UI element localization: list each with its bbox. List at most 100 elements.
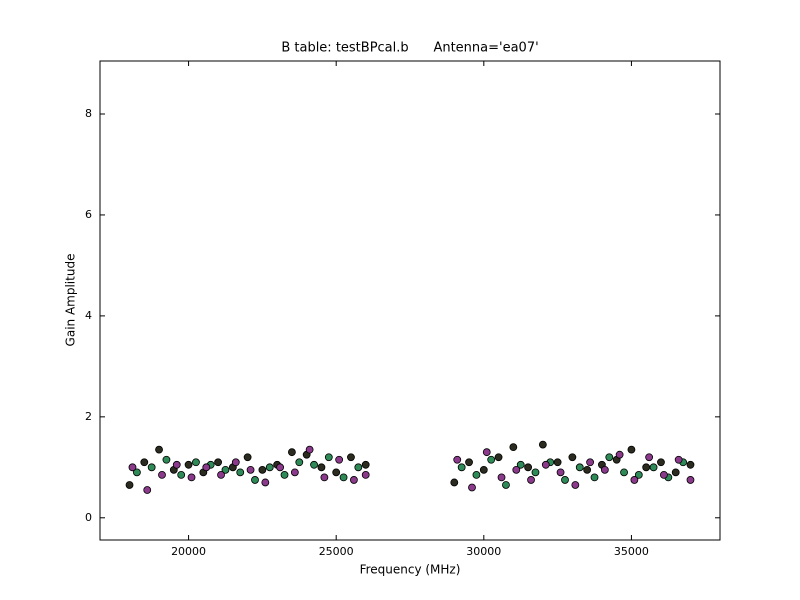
data-point [509,443,518,452]
data-point [575,463,584,472]
data-point [583,465,592,474]
data-point [590,473,599,482]
data-point [133,468,141,477]
data-point [347,453,355,462]
data-point [600,465,609,474]
data-point [586,458,594,467]
data-point [479,465,488,474]
data-point [634,470,643,479]
data-point [202,463,211,472]
data-point [320,473,329,482]
data-point [231,458,240,467]
y-axis-label: Gain Amplitude [64,254,78,347]
data-point [657,458,665,467]
data-point [468,483,476,492]
data-point [620,468,628,477]
data-point [295,458,304,467]
y-tick-label: 4 [85,309,92,322]
data-point [192,458,200,467]
x-tick-label: 35000 [614,545,649,558]
data-point [457,463,466,472]
data-point [561,476,569,484]
data-point [541,460,550,469]
data-point [568,453,577,462]
data-point [217,470,225,479]
data-point [660,470,668,479]
data-point [482,448,491,457]
data-point [184,460,193,469]
data-point [177,470,186,479]
y-tick-label: 0 [85,511,92,524]
data-point [305,445,314,454]
data-point [465,458,473,467]
data-point [280,470,289,479]
data-point [556,468,565,477]
chart-title: B table: testBPcal.b Antenna='ea07' [281,41,538,56]
data-point [516,460,525,469]
data-point [615,450,624,459]
data-point [354,463,363,472]
data-point [453,455,462,464]
data-point [645,453,654,462]
data-point [571,481,580,489]
data-point [324,453,333,462]
data-point [187,473,196,482]
data-point [172,460,181,469]
data-point [140,458,149,467]
data-point [258,465,267,474]
data-point [276,463,284,472]
data-point [642,463,651,472]
data-point [531,468,540,477]
data-point [524,463,532,472]
x-axis-label: Frequency (MHz) [360,563,461,577]
data-point [317,463,326,472]
data-point [497,473,506,482]
data-point [251,476,259,484]
y-tick-label: 8 [85,107,92,120]
data-point [125,481,134,489]
x-tick-label: 20000 [171,545,206,558]
data-point [605,453,614,462]
data-point [627,445,636,454]
data-point [512,465,521,474]
data-point [686,460,695,469]
data-point [221,465,230,474]
data-point [290,468,299,477]
data-point [288,448,296,457]
data-point [527,476,535,484]
y-tick-label: 2 [85,410,92,423]
plot-frame [99,60,721,541]
y-tick-label: 6 [85,208,92,221]
data-point [214,458,222,467]
data-point [502,481,510,489]
data-point [538,440,547,449]
data-point [147,463,156,472]
data-point [361,470,370,479]
data-point [350,476,358,484]
data-point [686,476,695,484]
data-point [236,468,245,477]
data-point [630,476,639,484]
x-tick-label: 30000 [466,545,501,558]
data-point [265,463,274,472]
data-point [472,470,481,479]
data-point [649,463,658,472]
data-point [128,463,137,472]
data-point [361,460,370,469]
data-point [158,470,166,479]
data-point [487,455,496,464]
data-point [310,460,318,469]
data-point [335,455,344,464]
data-point [243,453,252,462]
x-tick-label: 25000 [319,545,354,558]
data-point [155,445,163,454]
data-point [246,465,255,474]
data-point [494,453,503,462]
data-point [450,478,459,487]
data-point [553,458,562,467]
data-point [674,455,683,464]
data-point [143,486,152,494]
data-point [339,473,348,482]
